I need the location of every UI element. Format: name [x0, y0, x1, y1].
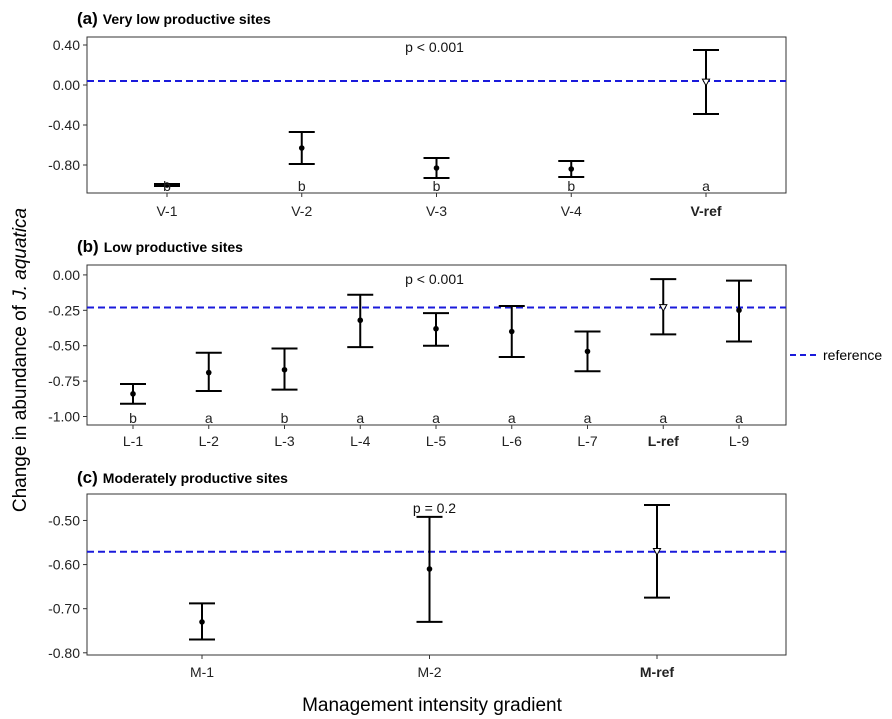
- x-axis-label: Management intensity gradient: [302, 695, 563, 716]
- x-tick-label: L-ref: [648, 433, 679, 449]
- mean-point: [130, 391, 136, 397]
- reference-point: [701, 78, 711, 87]
- p-value-label: p < 0.001: [405, 39, 464, 55]
- y-tick-label: -1.00: [48, 409, 80, 425]
- panel-tag: (b): [77, 237, 99, 256]
- x-tick-label: L-1: [123, 433, 143, 449]
- y-tick-label: 0.40: [53, 37, 80, 53]
- significance-letter: a: [205, 410, 213, 426]
- significance-letter: b: [129, 410, 137, 426]
- significance-letter: a: [702, 178, 710, 194]
- x-tick-label: L-6: [502, 433, 522, 449]
- x-tick-label: M-2: [417, 664, 441, 680]
- reference-point: [652, 547, 662, 556]
- x-tick-label: V-2: [291, 203, 312, 219]
- panel-c: (c) Moderately productive sites -0.50 -0.60…: [48, 468, 787, 680]
- p-value-label: p < 0.001: [405, 271, 464, 287]
- x-tick-label: L-2: [199, 433, 219, 449]
- x-tick-label: L-9: [729, 433, 749, 449]
- reference-point: [658, 304, 668, 313]
- panel-tag: (a): [77, 9, 98, 28]
- x-tick-label: L-5: [426, 433, 446, 449]
- significance-letter: b: [567, 178, 575, 194]
- mean-point: [584, 348, 591, 355]
- y-tick-label: -0.25: [48, 302, 80, 318]
- significance-letter: a: [508, 410, 516, 426]
- y-tick-label: -0.70: [48, 601, 80, 617]
- significance-letter: b: [281, 410, 289, 426]
- significance-letter: a: [584, 410, 592, 426]
- mean-point: [426, 566, 433, 572]
- panel-frame: [86, 493, 787, 656]
- significance-letter: a: [356, 410, 364, 426]
- panel-title-text: Very low productive sites: [103, 11, 271, 27]
- mean-point: [205, 369, 212, 376]
- y-tick-label: -0.50: [48, 512, 80, 528]
- mean-point: [433, 165, 440, 171]
- y-tick-label: 0.00: [53, 267, 80, 283]
- mean-point: [508, 328, 515, 335]
- panel-title-a: (a) Very low productive sites: [77, 9, 271, 28]
- mean-point: [164, 182, 170, 188]
- panel-title-b: (b) Low productive sites: [77, 237, 243, 256]
- panel-title-text: Moderately productive sites: [103, 470, 288, 486]
- x-tick-label: V-4: [561, 203, 582, 219]
- significance-letter: a: [735, 410, 743, 426]
- mean-point: [433, 325, 439, 332]
- y-tick-label: -0.75: [48, 373, 80, 389]
- y-tick-label: 0.00: [53, 77, 80, 93]
- mean-point: [281, 366, 288, 373]
- significance-letter: a: [432, 410, 440, 426]
- legend: reference: [790, 347, 882, 363]
- significance-letter: b: [163, 178, 171, 194]
- y-tick-label: -0.80: [48, 645, 80, 661]
- x-tick-label: M-1: [190, 664, 214, 680]
- mean-point: [736, 307, 742, 314]
- mean-point: [568, 166, 575, 172]
- significance-letter: a: [659, 410, 667, 426]
- x-tick-label: L-4: [350, 433, 370, 449]
- panel-title-text: Low productive sites: [104, 239, 243, 255]
- significance-letter: b: [298, 178, 306, 194]
- y-axis-label: Change in abundance of J. aquatica: [10, 208, 31, 512]
- x-tick-label: M-ref: [640, 664, 675, 680]
- x-tick-label: V-1: [156, 203, 177, 219]
- x-tick-label: V-3: [426, 203, 447, 219]
- y-tick-label: -0.40: [48, 117, 80, 133]
- y-tick-label: -0.80: [48, 157, 80, 173]
- panel-a: (a) Very low productive sites 0.40 0.00 -0.4…: [48, 9, 787, 219]
- significance-letter: b: [433, 178, 441, 194]
- mean-point: [298, 145, 305, 151]
- mean-point: [357, 317, 364, 324]
- panel-b: (b) Low productive sites 0.00 -0.25 -0.50 -0.…: [48, 237, 787, 449]
- x-tick-label: L-7: [577, 433, 597, 449]
- x-tick-label: V-ref: [690, 203, 721, 219]
- mean-point: [199, 619, 205, 625]
- panel-title-c: (c) Moderately productive sites: [77, 468, 288, 487]
- x-tick-label: L-3: [274, 433, 294, 449]
- y-tick-label: -0.50: [48, 338, 80, 354]
- legend-reference-label: reference: [823, 347, 882, 363]
- panel-tag: (c): [77, 468, 98, 487]
- panels: (a) Very low productive sites 0.40 0.00 -0.4…: [48, 9, 787, 680]
- p-value-label: p = 0.2: [413, 500, 456, 516]
- y-tick-label: -0.60: [48, 557, 80, 573]
